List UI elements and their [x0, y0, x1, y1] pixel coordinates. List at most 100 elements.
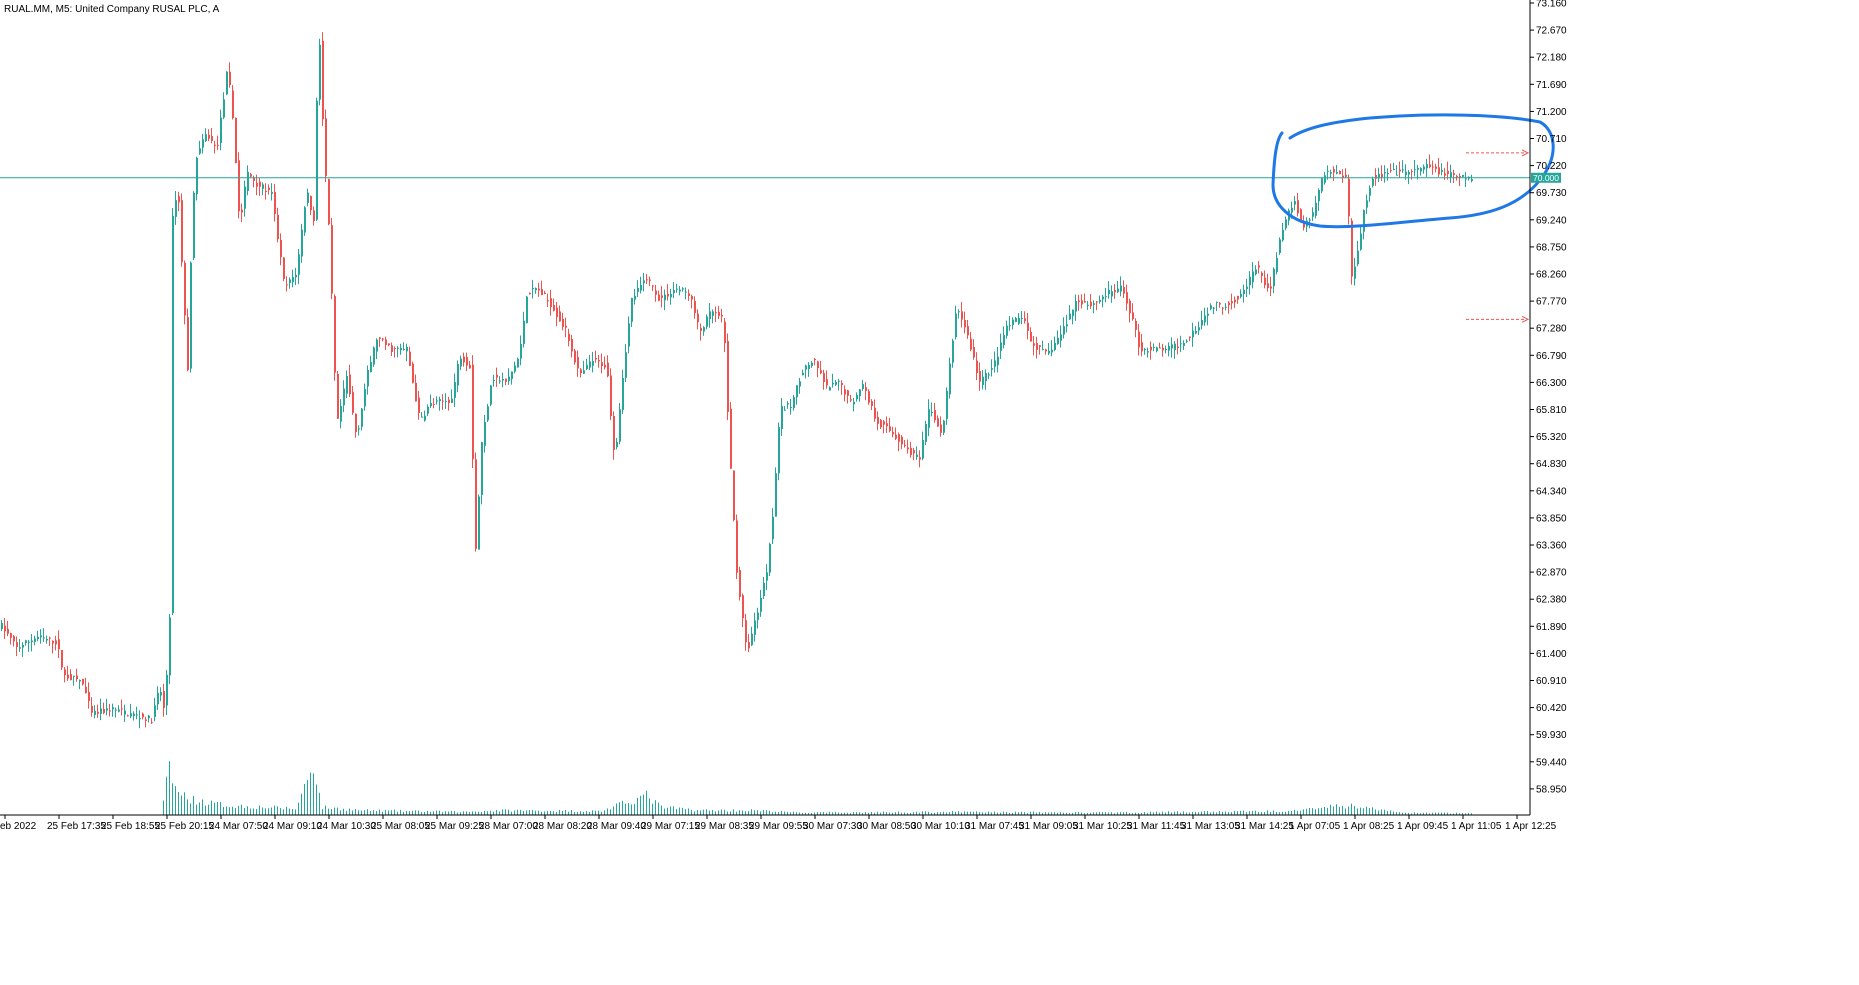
volume-bar: [961, 812, 962, 815]
candle-body: [820, 370, 822, 374]
volume-bar: [682, 807, 683, 815]
volume-bar: [844, 812, 845, 815]
volume-bar: [1348, 806, 1349, 815]
volume-bar: [916, 811, 917, 815]
volume-bar: [211, 800, 212, 815]
candle-body: [1399, 169, 1401, 172]
candle-body: [508, 376, 510, 381]
candle-body: [535, 288, 537, 291]
x-tick-label: 31 Mar 10:25: [1073, 821, 1132, 832]
candle-body: [103, 708, 105, 713]
candle-body: [1441, 170, 1443, 172]
volume-bar: [475, 811, 476, 815]
y-tick-label: 67.280: [1536, 324, 1567, 335]
volume-bar: [247, 806, 248, 815]
x-tick-label: 31 Mar 07:45: [965, 821, 1024, 832]
volume-bar: [523, 810, 524, 815]
candle-body: [934, 410, 936, 421]
candle-body: [43, 637, 45, 639]
candle-body: [337, 373, 339, 419]
volume-bar: [757, 810, 758, 815]
volume-bar: [583, 811, 584, 815]
volume-bar: [1108, 812, 1109, 815]
candle-body: [538, 288, 540, 291]
candle-body: [1183, 342, 1185, 346]
candle-body: [373, 347, 375, 365]
volume-bar: [529, 810, 530, 815]
volume-bar: [871, 811, 872, 815]
volume-bar: [643, 794, 644, 815]
candle-body: [1270, 286, 1272, 289]
volume-bar: [1378, 810, 1379, 815]
volume-bar: [1225, 811, 1226, 815]
candle-body: [1198, 327, 1200, 331]
candle-body: [859, 389, 861, 397]
candle-body: [175, 200, 177, 217]
candle-body: [370, 362, 372, 373]
volume-bar: [715, 811, 716, 815]
candle-body: [1321, 178, 1323, 192]
candle-body: [823, 373, 825, 383]
volume-bar: [595, 810, 596, 815]
arrow-head-icon: [1521, 149, 1530, 157]
candle-body: [22, 645, 24, 648]
candle-body: [1363, 210, 1365, 232]
candle-body: [466, 357, 468, 366]
volume-bar: [556, 811, 557, 815]
candle-body: [1450, 172, 1452, 178]
volume-bar: [1123, 812, 1124, 815]
candle-body: [802, 372, 804, 376]
candle-body: [886, 423, 888, 427]
volume-bar: [742, 810, 743, 815]
candle-body: [202, 139, 204, 148]
candle-body: [1111, 291, 1113, 297]
volume-bar: [883, 811, 884, 815]
volume-bar: [547, 810, 548, 815]
volume-bar: [1009, 812, 1010, 815]
candle-body: [712, 311, 714, 316]
volume-bar: [592, 810, 593, 815]
volume-bar: [991, 812, 992, 815]
candle-body: [274, 191, 276, 214]
candle-body: [664, 294, 666, 301]
candle-body: [661, 295, 663, 298]
volume-bar: [1201, 811, 1202, 815]
volume-bar: [766, 810, 767, 815]
volume-bar: [1012, 812, 1013, 815]
volume-bar: [796, 812, 797, 815]
volume-bar: [352, 810, 353, 815]
volume-bar: [1204, 811, 1205, 815]
volume-bar: [679, 807, 680, 815]
candle-body: [1255, 269, 1257, 275]
candle-body: [454, 382, 456, 398]
candle-body: [451, 398, 453, 403]
volume-bar: [505, 809, 506, 815]
candle-body: [907, 447, 909, 450]
volume-bar: [646, 790, 647, 815]
volume-bar: [613, 806, 614, 815]
candle-body: [1018, 317, 1020, 324]
volume-bar: [655, 800, 656, 815]
candle-body: [472, 364, 474, 460]
volume-bar: [805, 812, 806, 815]
volume-bar: [445, 811, 446, 815]
axes: 73.160 72.670 72.180 71.690 71.200 70.710 70.2…: [0, 0, 1567, 832]
volume-bar: [301, 793, 302, 815]
candle-body: [874, 407, 876, 419]
candle-body: [1051, 349, 1053, 353]
candle-body: [685, 291, 687, 293]
candle-body: [1180, 343, 1182, 345]
candle-body: [718, 311, 720, 316]
volume-bar: [394, 809, 395, 815]
candle-body: [1222, 307, 1224, 309]
volume-bar: [325, 805, 326, 815]
volume-bar: [673, 806, 674, 815]
volume-bar: [361, 810, 362, 815]
candle-body: [901, 436, 903, 445]
candle-body: [82, 679, 84, 685]
volume-bar: [1345, 808, 1346, 815]
freehand-loop-annotation[interactable]: [1271, 113, 1555, 229]
candle-body: [796, 385, 798, 398]
candle-body: [160, 692, 162, 696]
